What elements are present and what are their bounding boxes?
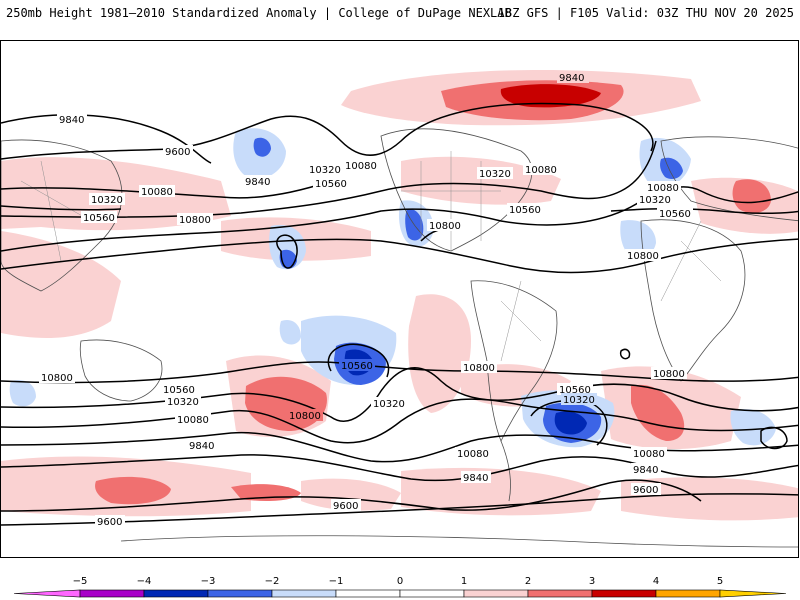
legend-bin: [271, 589, 337, 598]
contour-label: 9840: [59, 115, 84, 126]
contour-label: 10080: [633, 449, 665, 460]
very-strong-positive-anomaly: [500, 84, 601, 108]
contour-label: 9840: [189, 441, 214, 452]
legend-tick-label: −5: [73, 576, 88, 587]
contour-label: 9600: [633, 485, 658, 496]
anomaly-map: 9840 9840 9600 9840 10080 10320 10560 10…: [1, 69, 798, 548]
contour-label: 10080: [345, 161, 377, 172]
contour-label: 10320: [373, 399, 405, 410]
contour-label: 9600: [333, 501, 358, 512]
legend-bin: [143, 589, 209, 598]
anomaly-color-legend: −5 −4 −3 −2 −1 0 1 2 3 4 5: [13, 576, 787, 598]
legend-bin: [207, 589, 273, 598]
contour-label: 10320: [563, 395, 595, 406]
positive-anomaly-shading: [1, 69, 798, 521]
legend-bin: [399, 589, 465, 598]
contour-label: 10080: [647, 183, 679, 194]
contour-label: 10320: [479, 169, 511, 180]
contour-label: 10080: [177, 415, 209, 426]
legend-tick-label: −1: [329, 576, 344, 587]
legend-tick-label: −4: [137, 576, 152, 587]
contour-label: 10800: [179, 215, 211, 226]
contour-label: 10320: [91, 195, 123, 206]
legend-tick-label: 3: [589, 576, 595, 587]
legend-high-arrow: [719, 589, 787, 598]
contour-label: 10560: [83, 213, 115, 224]
contour-label: 10800: [463, 363, 495, 374]
legend-low-arrow: [13, 589, 81, 598]
legend-bin: [463, 589, 529, 598]
contour-label: 10800: [429, 221, 461, 232]
legend-tick-label: −2: [265, 576, 280, 587]
legend-ticks: −5 −4 −3 −2 −1 0 1 2 3 4 5: [73, 576, 724, 587]
legend-tick-label: 5: [717, 576, 723, 587]
contour-label: 10560: [559, 385, 591, 396]
legend-bin: [591, 589, 657, 598]
contour-label: 10800: [627, 251, 659, 262]
contour-label: 10560: [509, 205, 541, 216]
contour-label: 9600: [97, 517, 122, 528]
height-contours: [1, 102, 798, 526]
contour-label: 10080: [525, 165, 557, 176]
contour-label: 9840: [463, 473, 488, 484]
legend-bin: [335, 589, 401, 598]
contour-label: 10320: [167, 397, 199, 408]
legend-tick-label: 4: [653, 576, 659, 587]
legend-tick-label: 2: [525, 576, 531, 587]
contour-label: 9840: [559, 73, 584, 84]
legend-tick-label: 1: [461, 576, 467, 587]
contour-label: 10080: [457, 449, 489, 460]
contour-label: 9600: [165, 147, 190, 158]
legend-tick-label: −3: [201, 576, 216, 587]
contour-label: 10800: [289, 411, 321, 422]
contour-label: 10320: [309, 165, 341, 176]
legend-bin: [79, 589, 145, 598]
map-panel: 9840 9840 9600 9840 10080 10320 10560 10…: [0, 40, 799, 558]
contour-label: 9840: [633, 465, 658, 476]
map-title: 250mb Height 1981–2010 Standardized Anom…: [6, 6, 512, 20]
contour-label: 10560: [341, 361, 373, 372]
legend-bin: [655, 589, 721, 598]
contour-label: 10800: [41, 373, 73, 384]
contour-label: 10800: [653, 369, 685, 380]
contour-label: 10560: [163, 385, 195, 396]
model-run-info: 18Z GFS | F105 Valid: 03Z THU NOV 20 202…: [497, 6, 794, 20]
legend-tick-label: 0: [397, 576, 403, 587]
legend-bin: [527, 589, 593, 598]
contour-label: 10080: [141, 187, 173, 198]
contour-label: 10560: [315, 179, 347, 190]
contour-labels: 9840 9840 9600 9840 10080 10320 10560 10…: [39, 71, 693, 528]
legend-bins: [13, 589, 787, 598]
contour-label: 10560: [659, 209, 691, 220]
contour-label: 9840: [245, 177, 270, 188]
contour-label: 10320: [639, 195, 671, 206]
